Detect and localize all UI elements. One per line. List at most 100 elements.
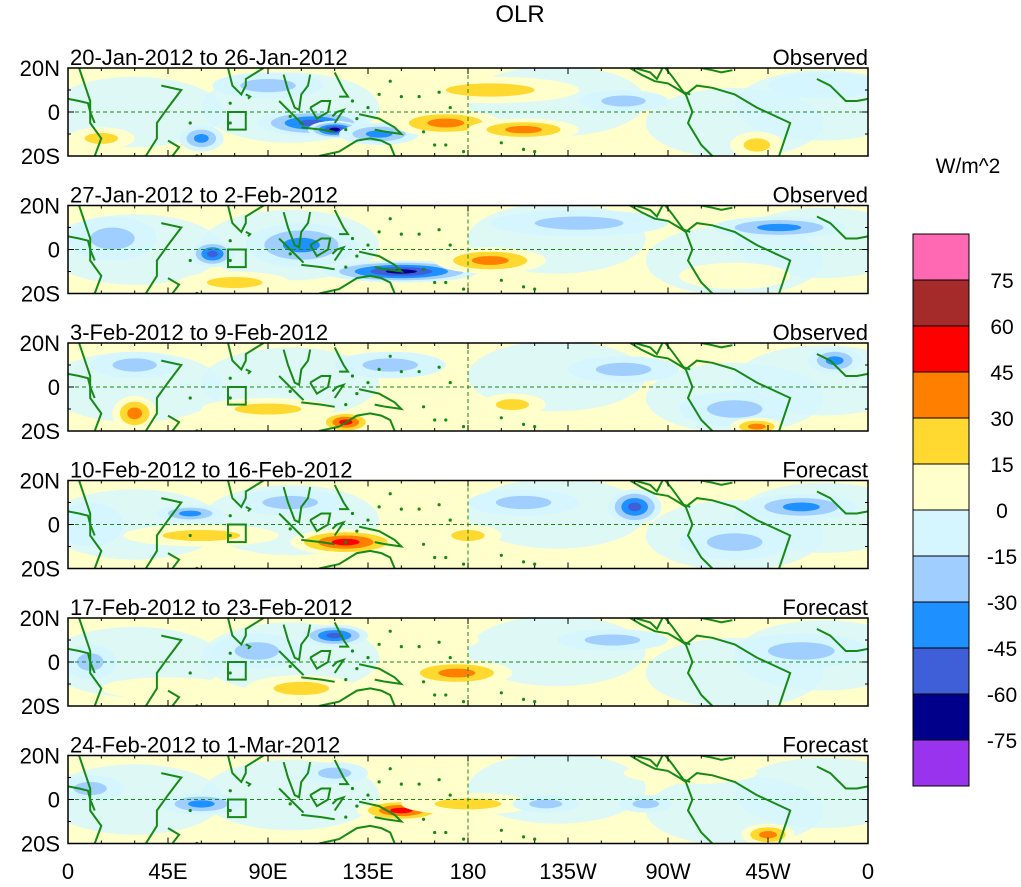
island: [461, 700, 466, 704]
x-axis: 0 45E 90E 135E 180 135W 90W 45W 0: [62, 859, 874, 884]
anomaly-contour: [445, 83, 535, 97]
island: [344, 265, 348, 269]
island: [417, 232, 421, 236]
coastline: [68, 235, 96, 261]
island: [344, 540, 348, 544]
coastline: [701, 480, 733, 486]
island: [417, 645, 421, 649]
island: [444, 693, 448, 697]
island: [228, 808, 232, 813]
coastline: [629, 343, 792, 431]
coastline: [318, 274, 396, 294]
y-tick-label: 20N: [20, 56, 60, 81]
anomaly-contour: [282, 237, 320, 253]
island: [433, 143, 437, 147]
island: [399, 370, 403, 374]
anomaly-contour: [234, 642, 280, 660]
coastline: [245, 93, 252, 100]
colorbar-swatch: [912, 463, 970, 511]
anomaly-contour: [206, 277, 263, 288]
island: [521, 422, 526, 426]
colorbar-swatch: [912, 233, 970, 281]
island: [188, 671, 192, 675]
coastline: [78, 480, 103, 569]
island: [228, 376, 232, 380]
island: [350, 511, 355, 516]
anomaly-contour: [427, 118, 465, 128]
island: [355, 254, 359, 258]
island: [421, 267, 426, 271]
colorbar-units: W/m^2: [936, 155, 1001, 178]
island: [433, 555, 437, 560]
colorbar-swatch: [912, 509, 970, 557]
island: [366, 381, 370, 385]
colorbar-label: -30: [987, 592, 1017, 615]
island: [350, 374, 355, 378]
coastline: [144, 772, 184, 844]
island: [417, 95, 421, 99]
island: [399, 95, 403, 99]
island: [499, 141, 503, 145]
coastline: [701, 68, 733, 74]
island: [499, 691, 503, 695]
island: [288, 664, 292, 669]
anomaly-contour: [584, 634, 641, 646]
y-tick-label: 20S: [21, 419, 60, 444]
panel-5: 20N 0 20S 17-Feb-2012 to 23-Feb-2012 Forecas…: [20, 595, 869, 719]
coastline: [333, 759, 350, 786]
island: [228, 533, 232, 538]
island: [433, 280, 437, 285]
anomaly-contour: [112, 358, 157, 372]
island: [388, 354, 392, 358]
panel-kind: Observed: [773, 45, 868, 70]
island: [533, 700, 537, 704]
coastline: [318, 824, 396, 844]
coastline: [278, 237, 305, 264]
island: [350, 99, 355, 103]
coastline: [309, 650, 332, 670]
island: [388, 629, 392, 633]
coastline: [333, 346, 350, 373]
panel-period: 24-Feb-2012 to 1-Mar-2012: [70, 733, 340, 758]
colorbar-swatch: [912, 739, 970, 787]
colorbar-swatch: [912, 647, 970, 695]
coastline: [167, 827, 181, 844]
island: [188, 533, 192, 538]
island: [521, 835, 526, 839]
coastline: [278, 787, 305, 814]
coastline: [358, 113, 405, 136]
colorbar-swatch: [912, 693, 970, 741]
coastline: [358, 525, 405, 548]
island: [499, 416, 503, 420]
island: [355, 529, 359, 533]
coastline: [629, 68, 792, 156]
anomaly-contour: [601, 95, 646, 107]
island: [421, 542, 426, 546]
island: [355, 392, 359, 396]
coastline: [301, 538, 335, 546]
anomaly-contour: [768, 72, 868, 99]
island: [388, 217, 392, 221]
coastline: [278, 512, 305, 539]
panel-2: 20N 0 20S 27-Jan-2012 to 2-Feb-2012 Observed: [20, 183, 869, 307]
coastline: [331, 657, 347, 674]
island: [228, 101, 232, 105]
island: [388, 492, 392, 496]
x-tick-label: 135E: [342, 859, 393, 884]
island: [533, 287, 537, 291]
island: [399, 645, 403, 649]
coastline: [331, 795, 347, 812]
anomaly-contour: [628, 502, 642, 512]
island: [350, 649, 355, 653]
anomaly-contour: [471, 256, 509, 265]
colorbar-swatch: [912, 601, 970, 649]
island: [188, 121, 192, 125]
coastline: [167, 552, 181, 569]
coastline: [318, 137, 396, 156]
colorbar: -75 -60 -45 -30 -15 0 15 30 45 60 75: [912, 233, 1017, 787]
island: [344, 678, 348, 682]
colorbar-swatch: [912, 555, 970, 603]
island: [533, 562, 537, 566]
anomaly-contour: [240, 79, 296, 93]
coastlines: [68, 343, 868, 431]
